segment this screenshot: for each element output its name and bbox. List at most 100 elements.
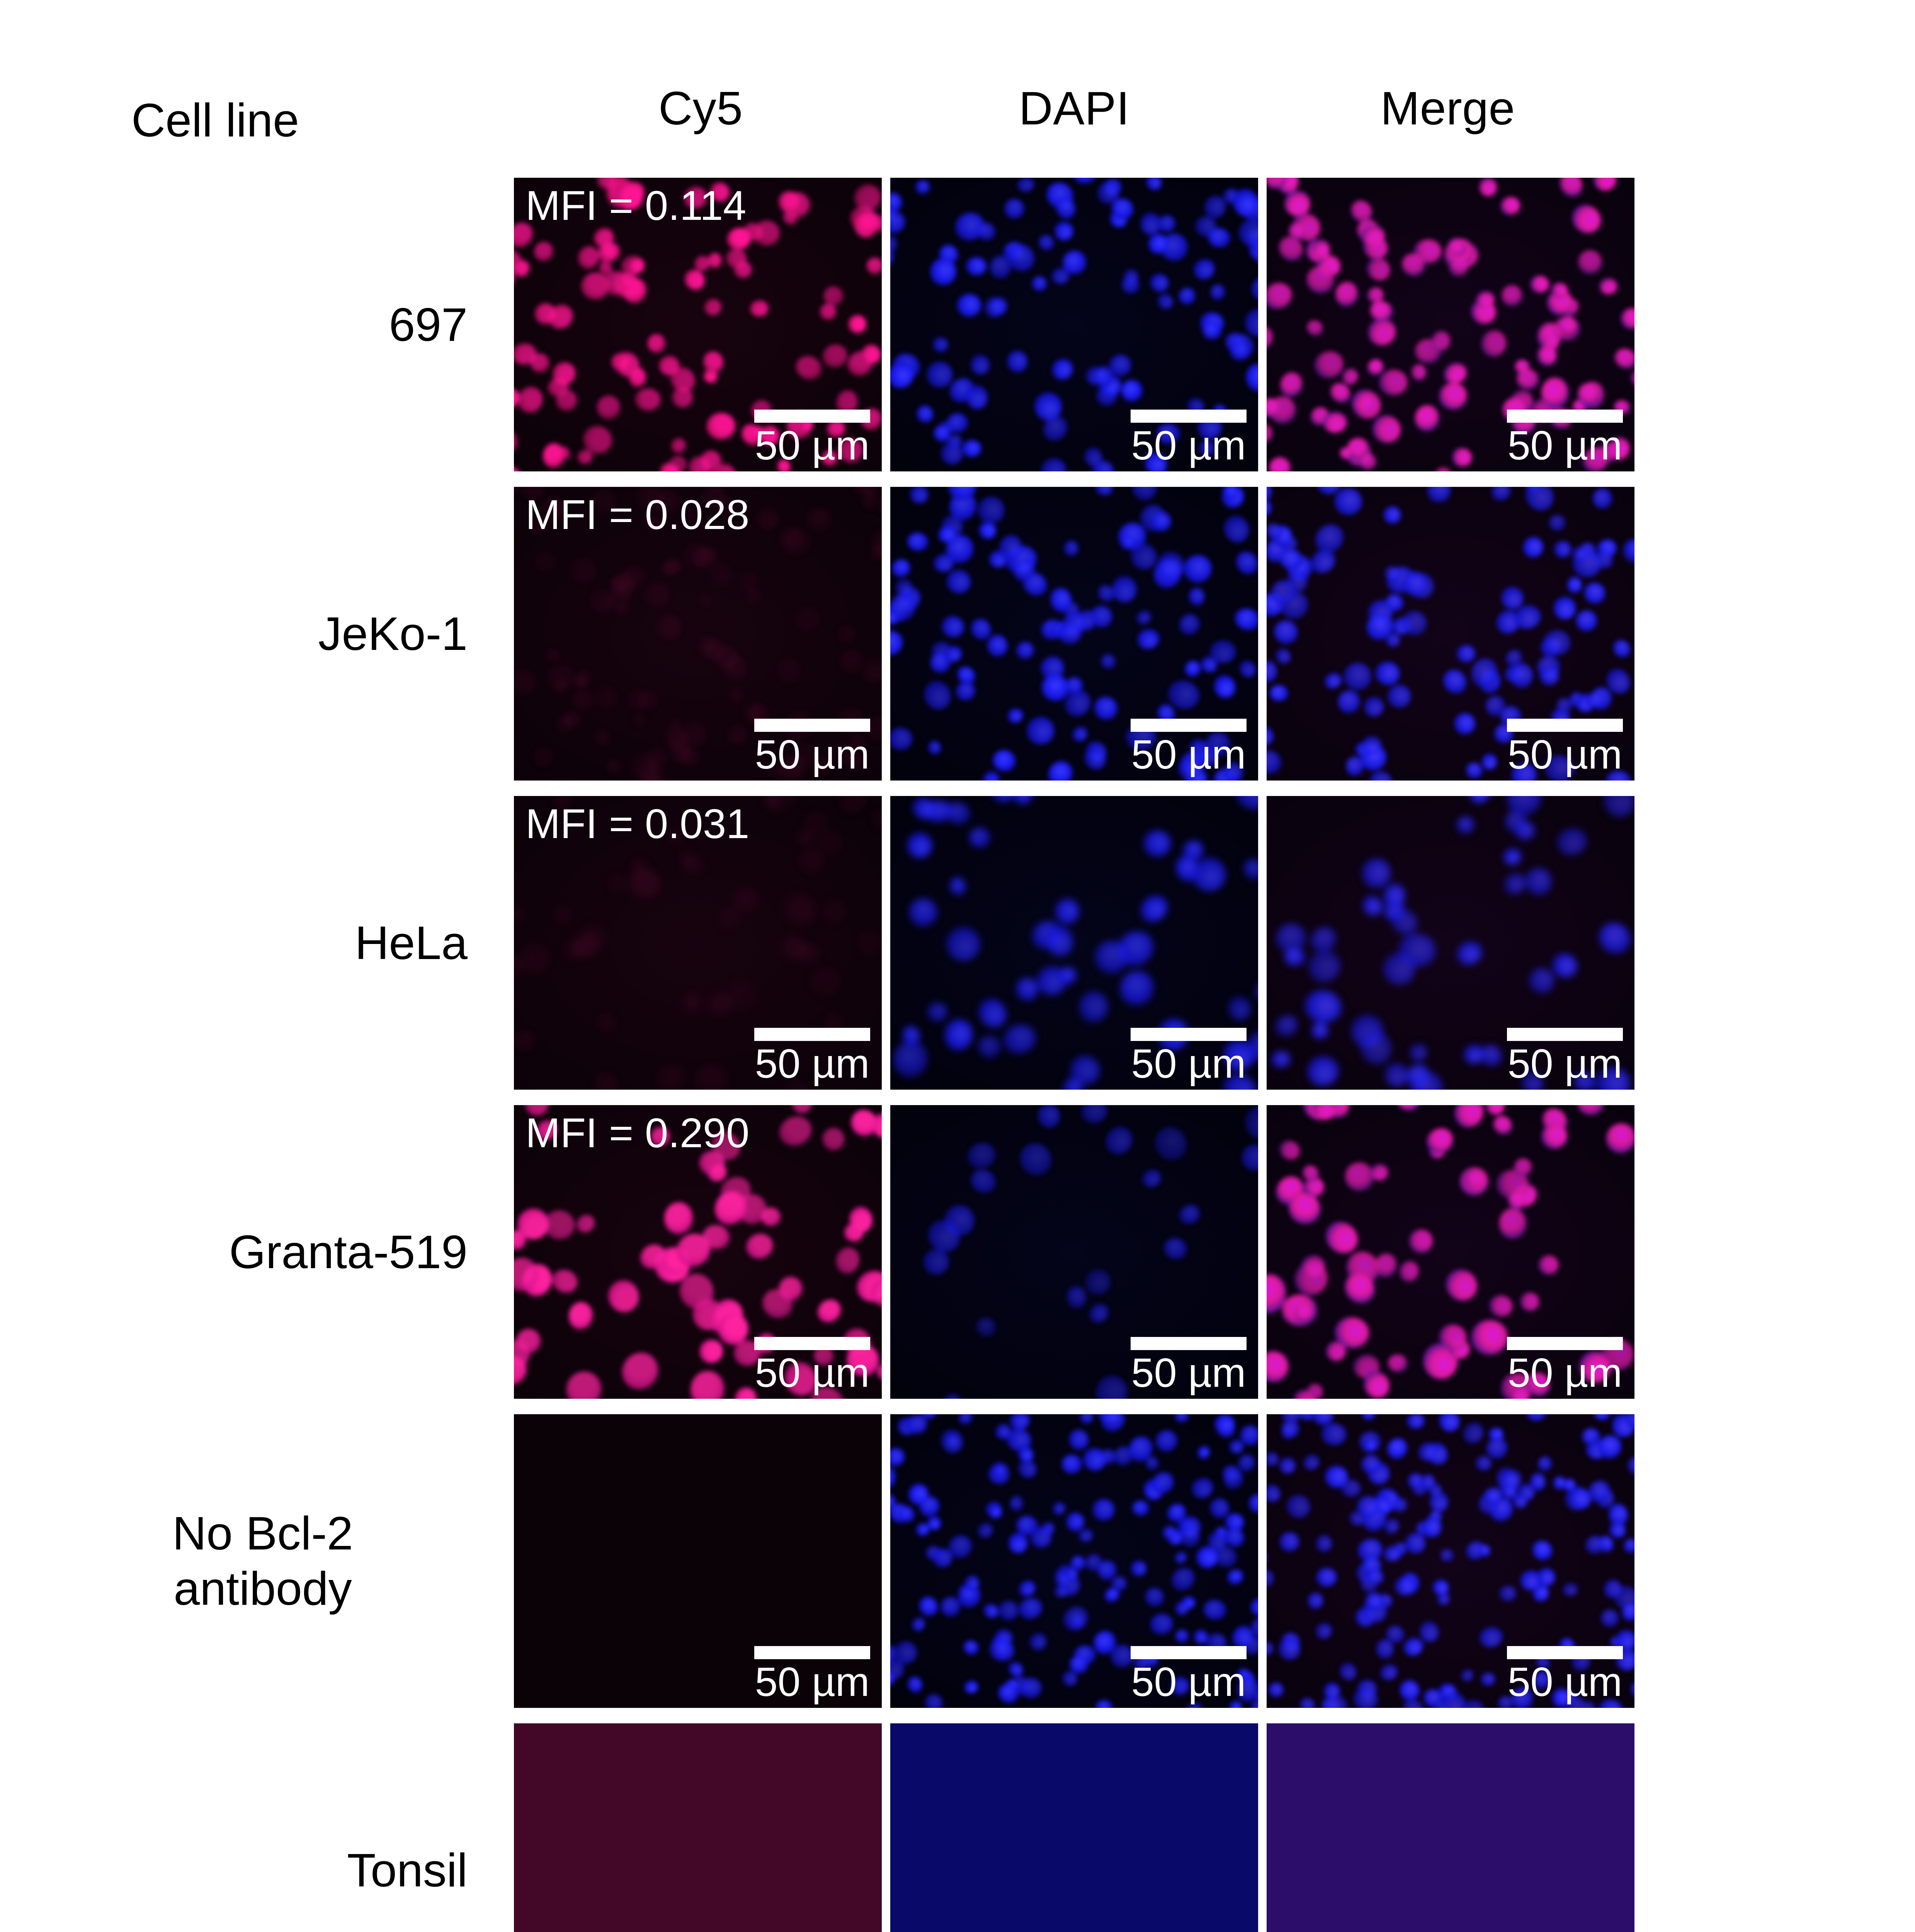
nucleus bbox=[688, 1368, 727, 1399]
nucleus bbox=[1435, 1414, 1463, 1435]
row-label-line: No Bcl-2 bbox=[172, 1507, 353, 1560]
tissue-field bbox=[514, 1723, 882, 1932]
nucleus bbox=[1270, 1049, 1292, 1069]
nucleus bbox=[1148, 1611, 1175, 1637]
nucleus bbox=[1202, 321, 1222, 341]
nucleus bbox=[997, 1599, 1020, 1621]
nucleus bbox=[973, 993, 1012, 1033]
nucleus bbox=[1566, 199, 1607, 240]
nucleus bbox=[1395, 1105, 1422, 1113]
scale-bar bbox=[754, 719, 870, 732]
scale-bar bbox=[754, 1028, 870, 1041]
nucleus bbox=[1114, 965, 1159, 1011]
nucleus bbox=[1245, 362, 1258, 393]
nucleus bbox=[903, 829, 936, 862]
nucleus bbox=[728, 685, 745, 703]
nucleus bbox=[1236, 657, 1258, 681]
scale-bar bbox=[1507, 719, 1623, 732]
nucleus bbox=[1134, 607, 1154, 628]
nucleus bbox=[1282, 1491, 1314, 1522]
nucleus bbox=[966, 1165, 1000, 1197]
nucleus bbox=[1449, 1105, 1489, 1133]
nucleus bbox=[1160, 1234, 1190, 1263]
nucleus bbox=[1014, 639, 1036, 662]
scale-bar-label: 50 µm bbox=[1507, 1041, 1622, 1087]
nucleus bbox=[1625, 1454, 1634, 1478]
nucleus bbox=[1014, 1138, 1057, 1181]
nucleus bbox=[1021, 711, 1060, 750]
nucleus bbox=[861, 657, 882, 684]
nucleus bbox=[761, 1208, 781, 1226]
panel-merge-jeko-1: 50 µm bbox=[1267, 487, 1634, 781]
nucleus bbox=[1167, 1563, 1200, 1595]
nucleus bbox=[863, 1418, 882, 1442]
nucleus bbox=[696, 590, 715, 610]
nucleus bbox=[1502, 847, 1523, 867]
nucleus bbox=[1573, 245, 1607, 279]
nucleus bbox=[1230, 796, 1258, 815]
nucleus bbox=[1410, 363, 1428, 382]
column-header-merge-label: Merge bbox=[1380, 82, 1515, 134]
nucleus bbox=[1131, 1499, 1150, 1517]
nucleus bbox=[549, 1642, 575, 1670]
nucleus bbox=[990, 747, 1019, 775]
mfi-label: MFI = 0.031 bbox=[526, 800, 750, 847]
nucleus bbox=[671, 1512, 687, 1529]
nucleus bbox=[1539, 1255, 1559, 1275]
nucleus bbox=[614, 1345, 666, 1397]
nucleus bbox=[1267, 1566, 1277, 1590]
nucleus bbox=[820, 341, 850, 371]
nucleus bbox=[1154, 212, 1179, 235]
scale-bar-label: 50 µm bbox=[755, 732, 870, 777]
nucleus bbox=[1621, 1535, 1634, 1556]
nucleus bbox=[624, 1580, 643, 1600]
nucleus bbox=[1552, 595, 1578, 622]
nucleus bbox=[813, 1518, 830, 1534]
nucleus bbox=[1208, 282, 1227, 302]
panel-row: No Bcl-2 antibody 50 µm 50 µm 50 µm bbox=[172, 1414, 1634, 1708]
nucleus bbox=[1128, 487, 1161, 504]
nucleus bbox=[1489, 1112, 1516, 1139]
nucleus bbox=[1242, 1144, 1258, 1171]
mfi-label: MFI = 0.114 bbox=[526, 182, 747, 229]
scale-bar-group: 50 µm bbox=[754, 410, 870, 466]
nucleus bbox=[1276, 1136, 1304, 1164]
nucleus bbox=[554, 1609, 573, 1629]
panel-dapi-granta-519: 50 µm bbox=[890, 1105, 1258, 1399]
nucleus bbox=[813, 1414, 835, 1426]
nucleus bbox=[1065, 1284, 1088, 1310]
nucleus bbox=[595, 1012, 619, 1034]
nucleus bbox=[1225, 993, 1254, 1024]
nucleus bbox=[1141, 1583, 1168, 1610]
nucleus bbox=[1421, 1474, 1435, 1491]
panel-dapi-jeko-1: 50 µm bbox=[890, 487, 1258, 781]
panel-merge-granta-519: 50 µm bbox=[1267, 1105, 1634, 1399]
nucleus bbox=[1092, 1372, 1132, 1399]
nucleus bbox=[642, 580, 672, 610]
nucleus bbox=[1246, 1492, 1258, 1515]
nucleus bbox=[1311, 348, 1347, 382]
nucleus bbox=[514, 903, 528, 926]
nucleus bbox=[752, 219, 781, 247]
nucleus bbox=[1010, 1496, 1023, 1511]
scale-bar-group: 50 µm bbox=[754, 719, 870, 775]
nucleus bbox=[738, 571, 759, 590]
scale-bar-group: 50 µm bbox=[1131, 1028, 1247, 1084]
nucleus bbox=[890, 555, 914, 580]
panel-cy5-tonsil: 75 µm bbox=[514, 1723, 882, 1932]
nucleus bbox=[855, 1492, 882, 1523]
corner-label-cell-line: Cell line bbox=[131, 94, 299, 146]
tissue-field bbox=[890, 1723, 1258, 1932]
scale-bar-group: 50 µm bbox=[1131, 1337, 1247, 1393]
scale-bar bbox=[1507, 1028, 1623, 1041]
nucleus bbox=[566, 1300, 595, 1331]
nucleus bbox=[906, 531, 929, 552]
scale-bar-label: 50 µm bbox=[1507, 423, 1622, 468]
panel-cy5-granta-519: MFI = 0.290 50 µm bbox=[514, 1105, 882, 1399]
nucleus bbox=[1232, 547, 1258, 579]
nucleus bbox=[1151, 1425, 1182, 1456]
nucleus bbox=[1271, 1011, 1303, 1041]
nucleus bbox=[916, 1593, 942, 1619]
nucleus bbox=[1267, 278, 1296, 313]
nucleus bbox=[604, 1276, 643, 1316]
